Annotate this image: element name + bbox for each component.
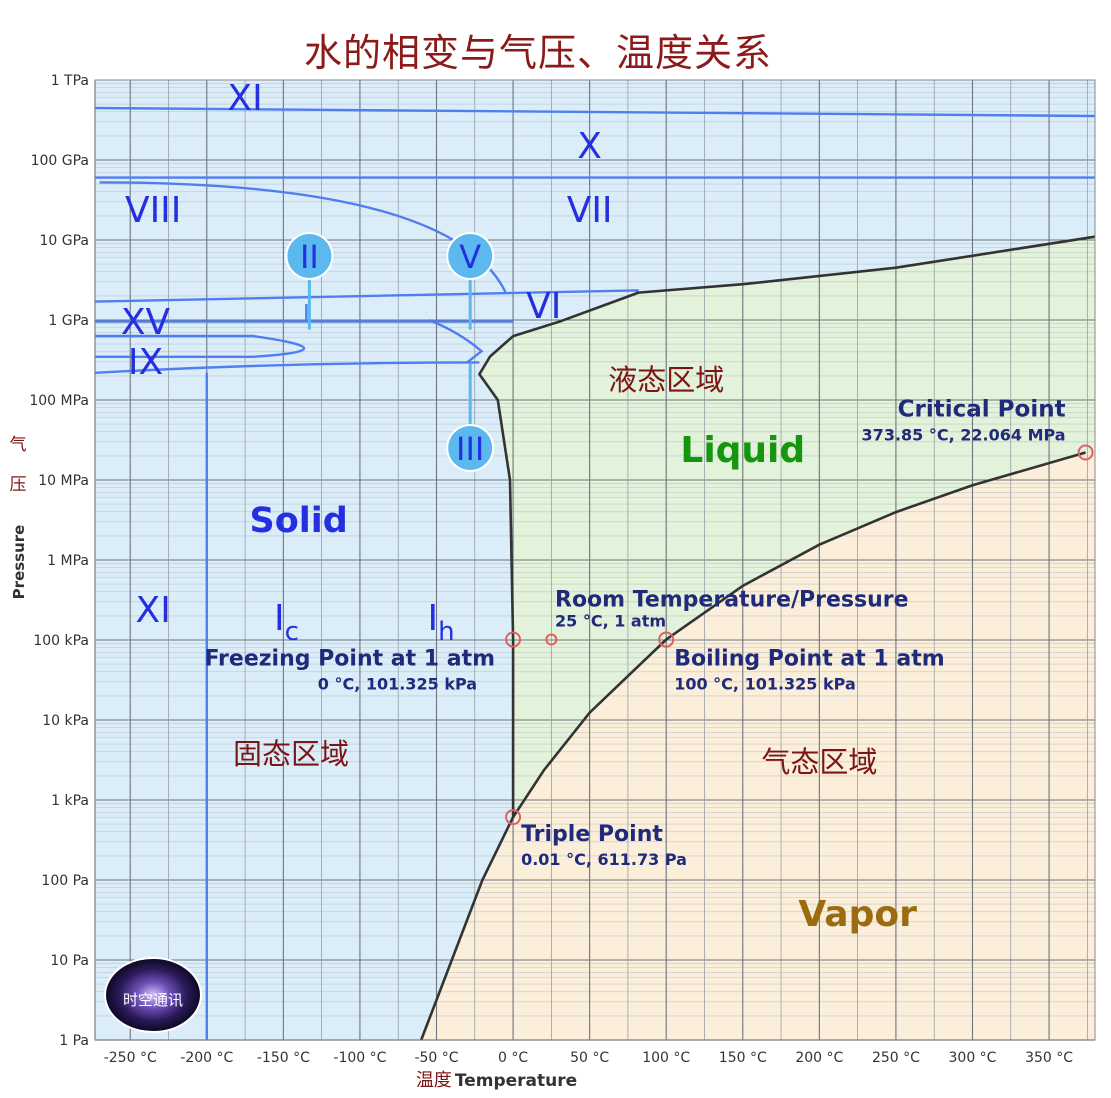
x-tick-label: 50 °C [570,1050,609,1066]
liquid-region-label: Liquid [680,430,805,471]
plot-frame [94,79,1096,1041]
point-detail: 0.01 °C, 611.73 Pa [521,850,687,869]
point-marker [545,633,558,646]
point-detail: 0 °C, 101.325 kPa [318,675,477,694]
watermark-logo [104,957,202,1033]
ice-phase-label: XV [121,302,171,343]
x-tick-label: -50 °C [414,1050,458,1066]
liquid-region [479,236,1095,818]
x-tick-label: 100 °C [642,1050,690,1066]
bubble-phase-label: III [456,430,484,468]
point-detail: 100 °C, 101.325 kPa [674,675,856,694]
x-axis-title-cn: 温度 [416,1070,452,1091]
x-tick-label: -150 °C [257,1050,310,1066]
point-name: Room Temperature/Pressure [555,588,909,613]
point-name: Triple Point [521,822,663,847]
bubble-circle [285,232,334,280]
ice-boundary-ih-iii [94,361,480,374]
ice-phase-label: XI [136,590,171,631]
bubble-circle [446,424,495,472]
point-name: Freezing Point at 1 atm [204,647,495,672]
ice-phase-label: Ic [274,598,299,647]
ice-phase-label: VI [526,286,561,327]
melting-curve [477,235,1096,818]
watermark-text: 时空通讯 [123,991,183,1009]
y-tick-label: 10 Pa [50,953,89,969]
y-axis-title-cn-1: 气 [10,435,27,455]
x-tick-label: 0 °C [498,1050,528,1066]
x-tick-label: 250 °C [872,1050,920,1066]
bubble-phase-label: V [459,238,481,276]
x-tick-label: -100 °C [333,1050,386,1066]
y-tick-label: 10 kPa [42,713,89,729]
ice-phase-label: VIII [125,190,181,231]
bubble-circle [446,232,495,280]
point-marker [505,631,522,648]
x-tick-label: 200 °C [795,1050,843,1066]
ice-boundary-xv-vi [94,289,639,303]
ice-phase-label: Ih [428,598,455,647]
ice-phase-label: XI [227,78,262,119]
vapor-region-label: Vapor [798,894,917,935]
liquid-region-label-cn: 液态区域 [608,363,724,397]
y-tick-label: 1 GPa [48,313,89,329]
y-tick-label: 1 kPa [51,793,89,809]
x-tick-label: 150 °C [719,1050,767,1066]
x-tick-label: -200 °C [180,1050,233,1066]
y-tick-label: 10 MPa [38,473,89,489]
ice-boundary-ix [95,334,305,358]
y-tick-label: 100 GPa [31,153,89,169]
y-tick-label: 100 Pa [41,873,89,889]
y-axis-title: Pressure [10,525,28,600]
x-axis-title: Temperature [455,1071,577,1091]
point-marker [658,631,675,648]
point-detail: 25 °C, 1 atm [555,612,666,631]
ice-boundary-v-iii [428,318,484,353]
vaporization-curve [419,451,1086,1041]
y-tick-label: 100 kPa [33,633,89,649]
y-tick-label: 1 Pa [59,1033,89,1049]
y-axis-title-cn-2: 压 [10,475,27,495]
page-title: 水的相变与气压、温度关系 [303,31,772,75]
point-marker [505,809,522,826]
point-name: Boiling Point at 1 atm [674,647,944,672]
ice-phase-label: X [577,126,602,167]
y-tick-label: 100 MPa [29,393,89,409]
y-tick-label: 1 TPa [51,73,89,89]
y-tick-label: 10 GPa [39,233,89,249]
ice-phase-label: IX [128,342,163,383]
x-tick-label: -250 °C [104,1050,157,1066]
point-detail: 373.85 °C, 22.064 MPa [862,426,1066,445]
ice-phase-label: VII [567,190,613,231]
vapor-region-label-cn: 气态区域 [761,745,877,779]
ice-boundary-iii [466,349,484,364]
ice-boundary-xi-x [94,106,1096,118]
bubble-phase-label: II [300,238,319,276]
point-name: Critical Point [898,397,1066,423]
x-tick-label: 300 °C [949,1050,997,1066]
point-marker [1077,444,1094,461]
solid-region-label: Solid [250,501,348,541]
x-tick-label: 350 °C [1025,1050,1073,1066]
y-tick-label: 1 MPa [47,553,89,569]
solid-region-label-cn: 固态区域 [233,737,349,771]
